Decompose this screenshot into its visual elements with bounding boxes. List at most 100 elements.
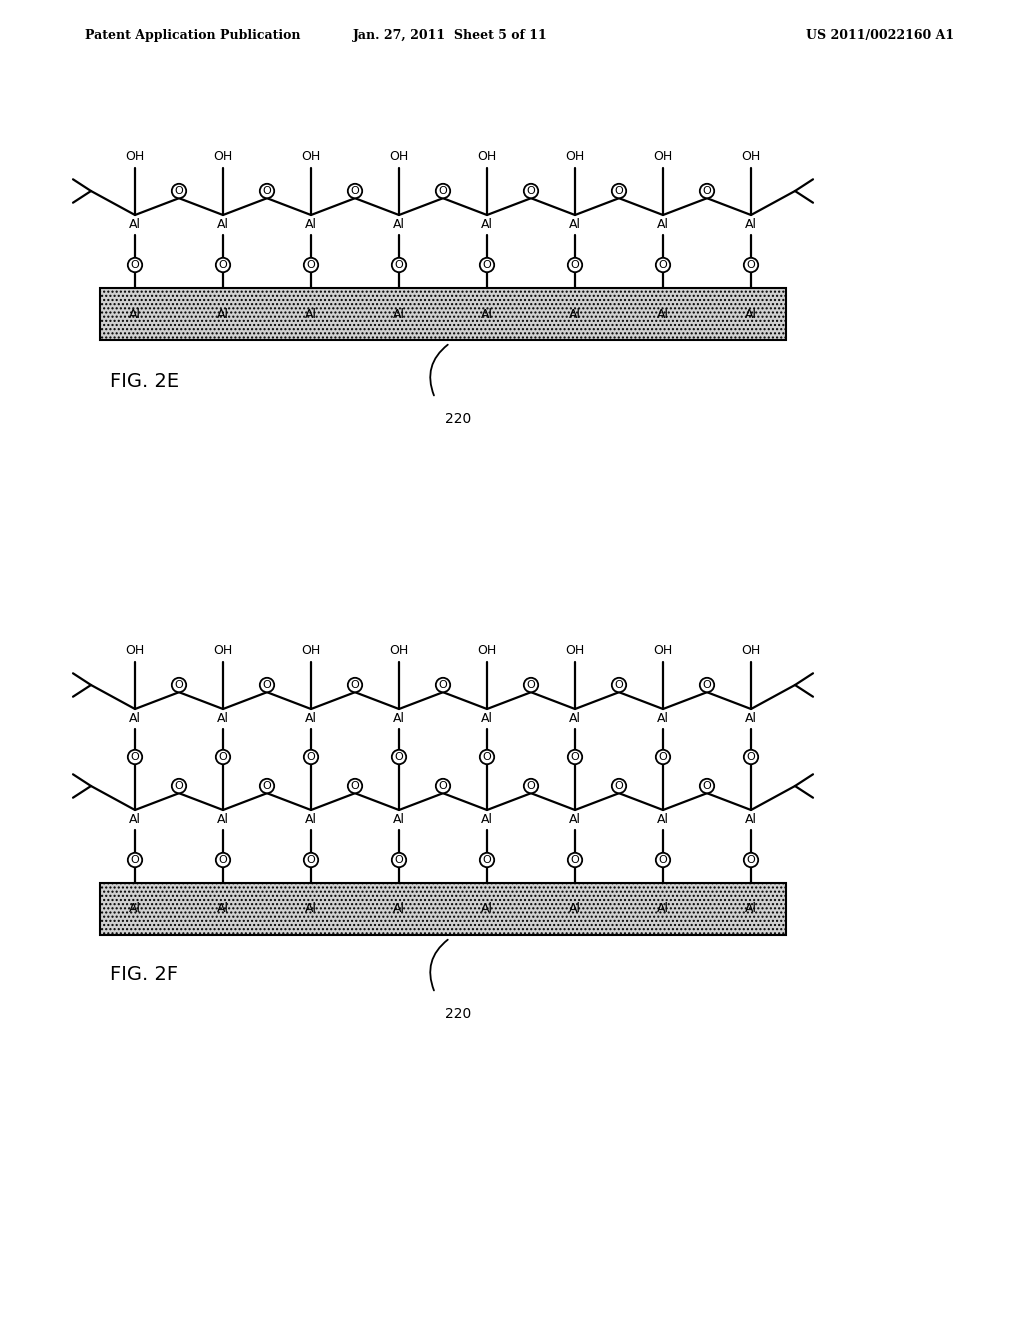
Text: O: O xyxy=(658,260,668,271)
Text: US 2011/0022160 A1: US 2011/0022160 A1 xyxy=(806,29,954,41)
Text: Al: Al xyxy=(481,308,493,321)
Text: O: O xyxy=(482,855,492,865)
Text: O: O xyxy=(394,260,403,271)
Bar xyxy=(99,288,786,341)
Circle shape xyxy=(567,853,583,867)
Text: Al: Al xyxy=(745,713,757,726)
Text: O: O xyxy=(614,186,624,195)
Text: Al: Al xyxy=(657,813,669,826)
Text: Al: Al xyxy=(657,219,669,231)
Text: OH: OH xyxy=(125,149,144,162)
Text: O: O xyxy=(175,781,183,791)
Circle shape xyxy=(304,853,318,867)
Text: 220: 220 xyxy=(445,412,471,426)
Text: Al: Al xyxy=(217,813,229,826)
Circle shape xyxy=(480,750,495,764)
Text: O: O xyxy=(702,781,712,791)
Circle shape xyxy=(128,750,142,764)
Circle shape xyxy=(567,257,583,272)
Circle shape xyxy=(304,750,318,764)
Text: OH: OH xyxy=(477,644,497,656)
Text: OH: OH xyxy=(389,644,409,656)
Text: Al: Al xyxy=(745,219,757,231)
Text: FIG. 2E: FIG. 2E xyxy=(110,372,179,392)
Text: OH: OH xyxy=(653,149,673,162)
Text: O: O xyxy=(482,260,492,271)
Text: OH: OH xyxy=(389,149,409,162)
Text: O: O xyxy=(262,186,271,195)
Circle shape xyxy=(260,677,274,692)
Circle shape xyxy=(304,257,318,272)
Text: O: O xyxy=(306,260,315,271)
Text: OH: OH xyxy=(565,644,585,656)
Text: O: O xyxy=(219,752,227,762)
Circle shape xyxy=(611,677,627,692)
Circle shape xyxy=(655,853,670,867)
Text: Al: Al xyxy=(217,219,229,231)
Text: Al: Al xyxy=(305,219,317,231)
Circle shape xyxy=(172,183,186,198)
Text: O: O xyxy=(570,260,580,271)
Circle shape xyxy=(172,779,186,793)
Text: Al: Al xyxy=(481,903,493,916)
Text: O: O xyxy=(131,260,139,271)
Circle shape xyxy=(436,677,451,692)
Circle shape xyxy=(392,750,407,764)
Text: O: O xyxy=(746,855,756,865)
Text: OH: OH xyxy=(477,149,497,162)
Text: OH: OH xyxy=(301,644,321,656)
Text: O: O xyxy=(614,680,624,690)
Text: Al: Al xyxy=(481,219,493,231)
Circle shape xyxy=(348,677,362,692)
Circle shape xyxy=(699,677,714,692)
Text: O: O xyxy=(526,680,536,690)
Text: O: O xyxy=(746,752,756,762)
Text: O: O xyxy=(746,260,756,271)
Text: Al: Al xyxy=(569,713,581,726)
Text: 220: 220 xyxy=(445,1007,471,1020)
Text: O: O xyxy=(614,781,624,791)
Text: Al: Al xyxy=(657,308,669,321)
Circle shape xyxy=(743,257,758,272)
Circle shape xyxy=(567,750,583,764)
Circle shape xyxy=(128,853,142,867)
Text: O: O xyxy=(219,260,227,271)
Circle shape xyxy=(348,779,362,793)
Text: Al: Al xyxy=(569,903,581,916)
Text: Al: Al xyxy=(305,713,317,726)
Text: OH: OH xyxy=(125,644,144,656)
Text: Al: Al xyxy=(129,219,141,231)
Text: O: O xyxy=(702,680,712,690)
Circle shape xyxy=(655,750,670,764)
Circle shape xyxy=(348,183,362,198)
Text: Al: Al xyxy=(393,308,406,321)
Text: OH: OH xyxy=(565,149,585,162)
Text: O: O xyxy=(175,680,183,690)
Text: O: O xyxy=(394,752,403,762)
Text: FIG. 2F: FIG. 2F xyxy=(110,965,178,985)
Text: Al: Al xyxy=(217,903,229,916)
Text: O: O xyxy=(306,752,315,762)
Text: O: O xyxy=(526,781,536,791)
Text: O: O xyxy=(175,186,183,195)
Text: OH: OH xyxy=(213,644,232,656)
Circle shape xyxy=(524,677,539,692)
Circle shape xyxy=(216,853,230,867)
Text: O: O xyxy=(658,855,668,865)
Text: Al: Al xyxy=(129,308,141,321)
Circle shape xyxy=(524,779,539,793)
Text: Al: Al xyxy=(745,308,757,321)
Text: OH: OH xyxy=(301,149,321,162)
Circle shape xyxy=(216,750,230,764)
Text: Al: Al xyxy=(217,308,229,321)
Text: Al: Al xyxy=(393,813,406,826)
Circle shape xyxy=(216,257,230,272)
Text: O: O xyxy=(570,752,580,762)
Circle shape xyxy=(260,183,274,198)
Text: Al: Al xyxy=(745,903,757,916)
Text: O: O xyxy=(394,855,403,865)
Text: Al: Al xyxy=(569,813,581,826)
Text: OH: OH xyxy=(653,644,673,656)
Text: Al: Al xyxy=(305,308,317,321)
Text: O: O xyxy=(350,781,359,791)
